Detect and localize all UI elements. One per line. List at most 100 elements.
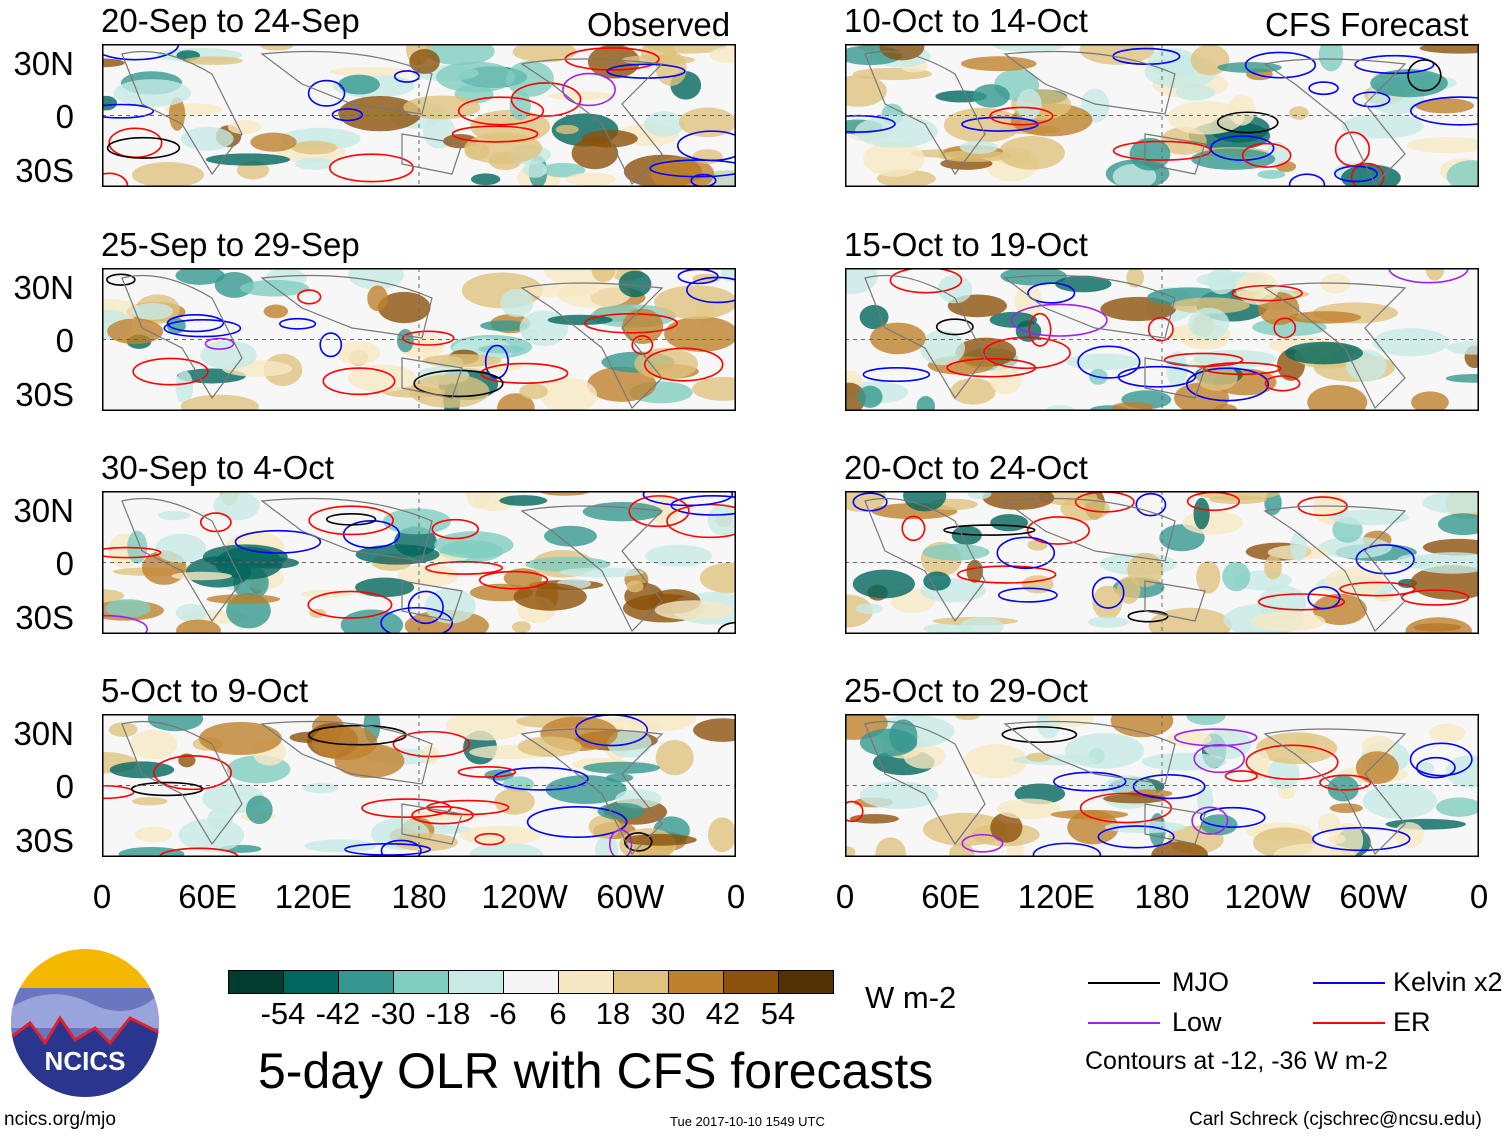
olr-anomaly-blob xyxy=(1288,311,1362,324)
olr-anomaly-blob xyxy=(1422,491,1479,514)
wave-contour xyxy=(1010,303,1108,337)
olr-anomaly-blob xyxy=(692,149,723,164)
colorbar-swatch xyxy=(449,971,504,993)
olr-anomaly-blob xyxy=(1410,552,1479,574)
coastlines xyxy=(864,497,1407,633)
olr-anomaly-blob xyxy=(500,288,534,317)
wave-contour xyxy=(1097,825,1175,849)
olr-anomaly-blob xyxy=(512,44,577,63)
olr-anomaly-blob xyxy=(626,580,644,593)
wave-contour xyxy=(484,344,509,379)
olr-anomaly-blob xyxy=(436,61,515,93)
wave-contour xyxy=(199,512,232,533)
olr-anomaly-blob xyxy=(422,354,502,368)
wave-contour xyxy=(1352,91,1391,108)
olr-anomaly-blob xyxy=(709,46,736,64)
olr-anomaly-blob xyxy=(655,739,694,776)
olr-anomaly-blob xyxy=(522,328,539,341)
wave-contour xyxy=(344,843,431,856)
wave-contour xyxy=(1199,806,1266,828)
olr-anomaly-blob xyxy=(377,291,431,324)
lon-label: 180 xyxy=(1134,878,1190,915)
panel-frame xyxy=(102,268,736,411)
wave-contour xyxy=(1308,81,1339,96)
wave-contour xyxy=(297,289,322,305)
olr-anomaly-blob xyxy=(859,781,939,809)
panel-frame xyxy=(845,491,1479,634)
forecast-header: CFS Forecast xyxy=(1265,6,1469,43)
coastlines xyxy=(864,274,1407,410)
olr-anomaly-blob xyxy=(943,107,1022,143)
olr-anomaly-blob xyxy=(583,761,661,774)
olr-anomaly-blob xyxy=(245,795,273,825)
wave-contour xyxy=(380,839,422,857)
olr-anomaly-blob xyxy=(1425,268,1445,281)
olr-anomaly-blob xyxy=(949,842,975,857)
legend-note: Contours at -12, -36 W m-2 xyxy=(1085,1047,1388,1075)
lat-label: 0 xyxy=(55,322,74,359)
wave-contour xyxy=(102,614,149,634)
wave-contour xyxy=(307,590,393,619)
wave-contour xyxy=(1027,282,1076,304)
wave-contour xyxy=(153,755,233,791)
legend-kelvin: Kelvin x2 xyxy=(1393,967,1503,997)
wave-contour xyxy=(1241,142,1292,168)
wave-contour xyxy=(1410,96,1479,126)
colorbar-swatch xyxy=(779,971,833,993)
olr-anomaly-blob xyxy=(1422,538,1479,556)
olr-anomaly-blob xyxy=(1256,732,1338,765)
olr-anomaly-blob xyxy=(1147,48,1199,77)
wave-contour xyxy=(1193,743,1246,774)
lat-label: 30N xyxy=(13,715,74,752)
panel-title: 10-Oct to 14-Oct xyxy=(844,2,1088,39)
olr-anomaly-blob xyxy=(595,835,619,857)
olr-anomaly-blob xyxy=(623,834,697,846)
olr-anomaly-blob xyxy=(992,44,1066,53)
colorbar-label: -30 xyxy=(370,996,416,1031)
wave-contour xyxy=(1355,544,1415,575)
colorbar-swatch xyxy=(614,971,669,993)
olr-anomaly-blob xyxy=(1267,757,1300,789)
wave-contour xyxy=(106,273,136,286)
wave-contour xyxy=(401,330,455,346)
wave-contour xyxy=(1354,54,1435,75)
olr-anomaly-blob xyxy=(916,395,936,411)
wave-contour xyxy=(1307,586,1341,610)
wave-contour xyxy=(331,108,364,122)
olr-anomaly-blob xyxy=(1000,268,1067,286)
olr-anomaly-blob xyxy=(295,157,335,170)
lat-label: 30N xyxy=(13,492,74,529)
olr-anomaly-blob xyxy=(959,616,1004,634)
panel-title: 25-Oct to 29-Oct xyxy=(844,672,1088,709)
wave-contour xyxy=(628,495,690,528)
lat-label: 0 xyxy=(55,98,74,135)
olr-anomaly-blob xyxy=(1167,101,1245,135)
colorbar-swatch xyxy=(284,971,339,993)
wave-contour xyxy=(889,268,963,294)
olr-anomaly-blob xyxy=(494,788,535,815)
olr-anomaly-blob xyxy=(250,132,297,152)
olr-anomaly-blob xyxy=(1446,341,1479,355)
wave-contour xyxy=(1264,375,1301,392)
footer-author: Carl Schreck (cjschrec@ncsu.edu) xyxy=(1189,1109,1482,1130)
wave-contour xyxy=(1224,770,1258,782)
olr-anomaly-blob xyxy=(1327,775,1359,802)
colorbar-label: -18 xyxy=(425,996,471,1031)
lat-label: 0 xyxy=(55,545,74,582)
olr-anomaly-blob xyxy=(214,547,283,580)
footer-url[interactable]: ncics.org/mjo xyxy=(4,1109,116,1130)
olr-anomaly-blob xyxy=(654,600,733,621)
lon-label: 60W xyxy=(596,878,665,915)
olr-anomaly-blob xyxy=(545,775,627,805)
wave-contour xyxy=(997,587,1058,603)
olr-anomaly-blob xyxy=(922,812,1008,846)
olr-anomaly-blob xyxy=(131,797,168,806)
olr-anomaly-blob xyxy=(1202,728,1252,760)
wave-contour xyxy=(1334,131,1370,167)
olr-anomaly-blob xyxy=(1103,793,1167,804)
olr-anomaly-blob xyxy=(990,812,1023,843)
wave-contour xyxy=(1001,726,1078,744)
lon-label: 60E xyxy=(921,878,981,915)
olr-anomaly-blob xyxy=(1141,752,1227,771)
lon-label: 0 xyxy=(92,878,112,915)
